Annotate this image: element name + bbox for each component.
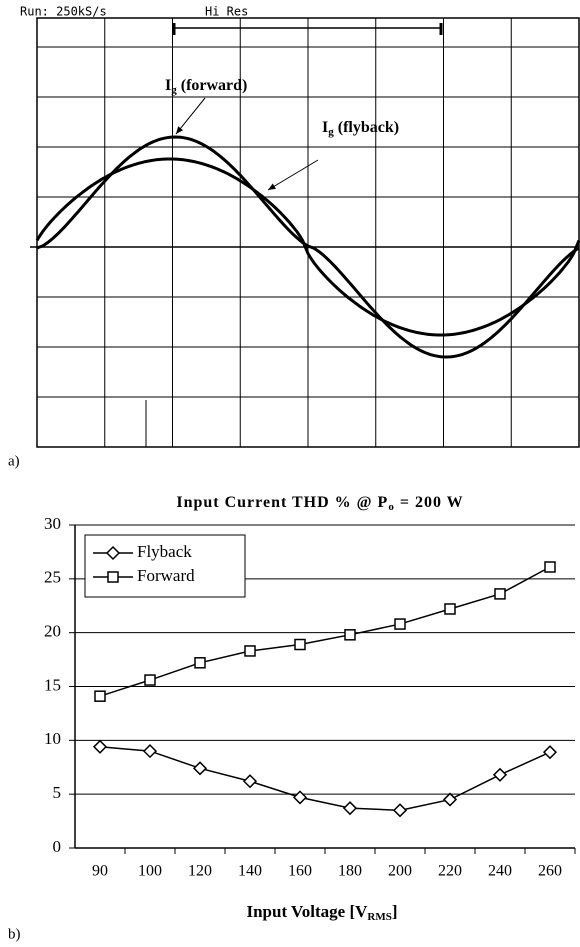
trace-label: Ig (flyback) — [322, 119, 399, 138]
marker — [145, 675, 155, 685]
y-tick-label: 5 — [53, 783, 62, 802]
marker — [245, 646, 255, 656]
x-tick-label: 220 — [438, 863, 462, 880]
marker — [95, 691, 105, 701]
marker — [195, 658, 205, 668]
figure: Run: 250kS/s Hi Res a) Ig (forward) Ig (f… — [0, 0, 580, 947]
x-tick-label: 100 — [138, 863, 162, 880]
legend-label: Flyback — [137, 542, 192, 561]
x-tick-label: 90 — [92, 863, 108, 880]
chart-title: Input Current THD % @ Po = 200 W — [176, 494, 463, 513]
x-tick-label: 140 — [238, 863, 262, 880]
x-tick-label: 180 — [338, 863, 362, 880]
y-tick-label: 30 — [44, 514, 61, 533]
y-tick-label: 25 — [44, 568, 61, 587]
arrow-head — [176, 126, 183, 134]
marker — [395, 619, 405, 629]
scope-header: Run: 250kS/s — [20, 5, 107, 19]
x-axis-title: Input Voltage [VRMS] — [246, 902, 397, 923]
y-tick-label: 0 — [53, 837, 62, 856]
y-tick-label: 15 — [44, 675, 61, 694]
marker — [344, 802, 356, 814]
panel-label: b) — [8, 926, 21, 942]
trace-label: Ig (forward) — [165, 77, 247, 96]
arrow — [268, 160, 318, 190]
arrow-head — [268, 184, 276, 190]
x-tick-label: 240 — [488, 863, 512, 880]
marker — [345, 630, 355, 640]
chart-panel: Input Current THD % @ Po = 200 W Input V… — [8, 494, 575, 943]
legend-marker — [108, 572, 118, 582]
panel-label: a) — [8, 453, 20, 469]
x-tick-label: 260 — [538, 863, 562, 880]
marker — [545, 562, 555, 572]
x-tick-label: 120 — [188, 863, 212, 880]
marker — [494, 769, 506, 781]
scope-header: Hi Res — [205, 5, 248, 19]
marker — [295, 640, 305, 650]
marker — [144, 745, 156, 757]
trace-label-rest: (forward) — [177, 77, 248, 94]
marker — [495, 589, 505, 599]
marker — [244, 775, 256, 787]
marker — [94, 741, 106, 753]
series-line — [100, 747, 550, 811]
marker — [194, 762, 206, 774]
marker — [294, 791, 306, 803]
y-tick-label: 20 — [44, 622, 61, 641]
marker — [544, 746, 556, 758]
scope-panel: Run: 250kS/s Hi Res a) Ig (forward) Ig (f… — [8, 5, 579, 470]
legend-label: Forward — [137, 566, 195, 585]
marker — [394, 804, 406, 816]
x-tick-label: 200 — [388, 863, 412, 880]
y-tick-label: 10 — [44, 729, 61, 748]
marker — [445, 604, 455, 614]
marker — [444, 794, 456, 806]
x-tick-label: 160 — [288, 863, 312, 880]
trace-label-rest: (flyback) — [334, 119, 399, 136]
